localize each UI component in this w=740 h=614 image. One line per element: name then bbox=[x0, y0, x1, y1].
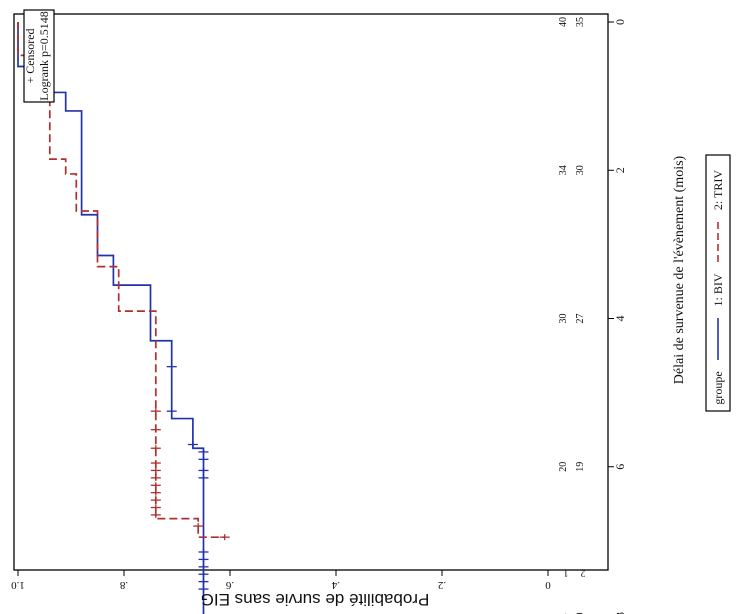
risk-count-triv: 1 bbox=[558, 613, 569, 614]
risk-count-biv: 30 bbox=[575, 165, 586, 175]
risk-row-label: 1 bbox=[564, 567, 569, 578]
censored-logrank-box: + Censored Logrank p=0.5148 bbox=[23, 9, 55, 103]
x-tick-label: 6 bbox=[613, 464, 627, 470]
risk-count-biv: 35 bbox=[575, 17, 586, 27]
x-tick-label: 8 bbox=[613, 612, 627, 614]
y-tick-label: .8 bbox=[119, 579, 128, 591]
legend-title: groupe bbox=[711, 371, 725, 404]
x-tick-label: 2 bbox=[613, 167, 627, 173]
x-tick-label: 0 bbox=[613, 19, 627, 25]
km-curve-biv bbox=[17, 22, 205, 614]
legend-triv-label: 2: TRIV bbox=[711, 170, 725, 210]
plot-frame bbox=[13, 13, 609, 571]
risk-count-triv: 40 bbox=[558, 17, 569, 27]
y-tick-label: .6 bbox=[225, 579, 234, 591]
risk-row-label: 2 bbox=[581, 567, 586, 578]
x-axis-label: Délai de survenue de l'évènement (mois) bbox=[672, 155, 687, 384]
y-tick-label: .4 bbox=[331, 579, 340, 591]
plot-layer: 0 .2 .4 .6 .8 1.0 0 2 4 6 8 40 34 30 20 1 35 30 27 19 0 1 2 bbox=[11, 13, 627, 614]
y-tick-label: 0 bbox=[545, 579, 551, 591]
legend-biv-label: 1: BIV bbox=[711, 273, 725, 306]
x-tick-label: 4 bbox=[613, 316, 627, 322]
y-axis-label: Probabilité de survie sans EIG bbox=[201, 590, 430, 609]
group-legend: groupe 1: BIV 2: TRIV bbox=[705, 154, 731, 412]
y-tick-label: 1.0 bbox=[11, 579, 25, 591]
risk-count-triv: 20 bbox=[558, 462, 569, 472]
risk-count-biv: 19 bbox=[575, 462, 586, 472]
y-tick-label: .2 bbox=[438, 579, 446, 591]
risk-count-triv: 30 bbox=[558, 314, 569, 324]
risk-count-triv: 34 bbox=[558, 165, 569, 175]
censored-label: + Censored bbox=[23, 28, 37, 83]
logrank-label: Logrank p=0.5148 bbox=[37, 11, 51, 100]
risk-count-biv: 27 bbox=[575, 314, 586, 324]
risk-count-biv: 0 bbox=[575, 613, 586, 614]
